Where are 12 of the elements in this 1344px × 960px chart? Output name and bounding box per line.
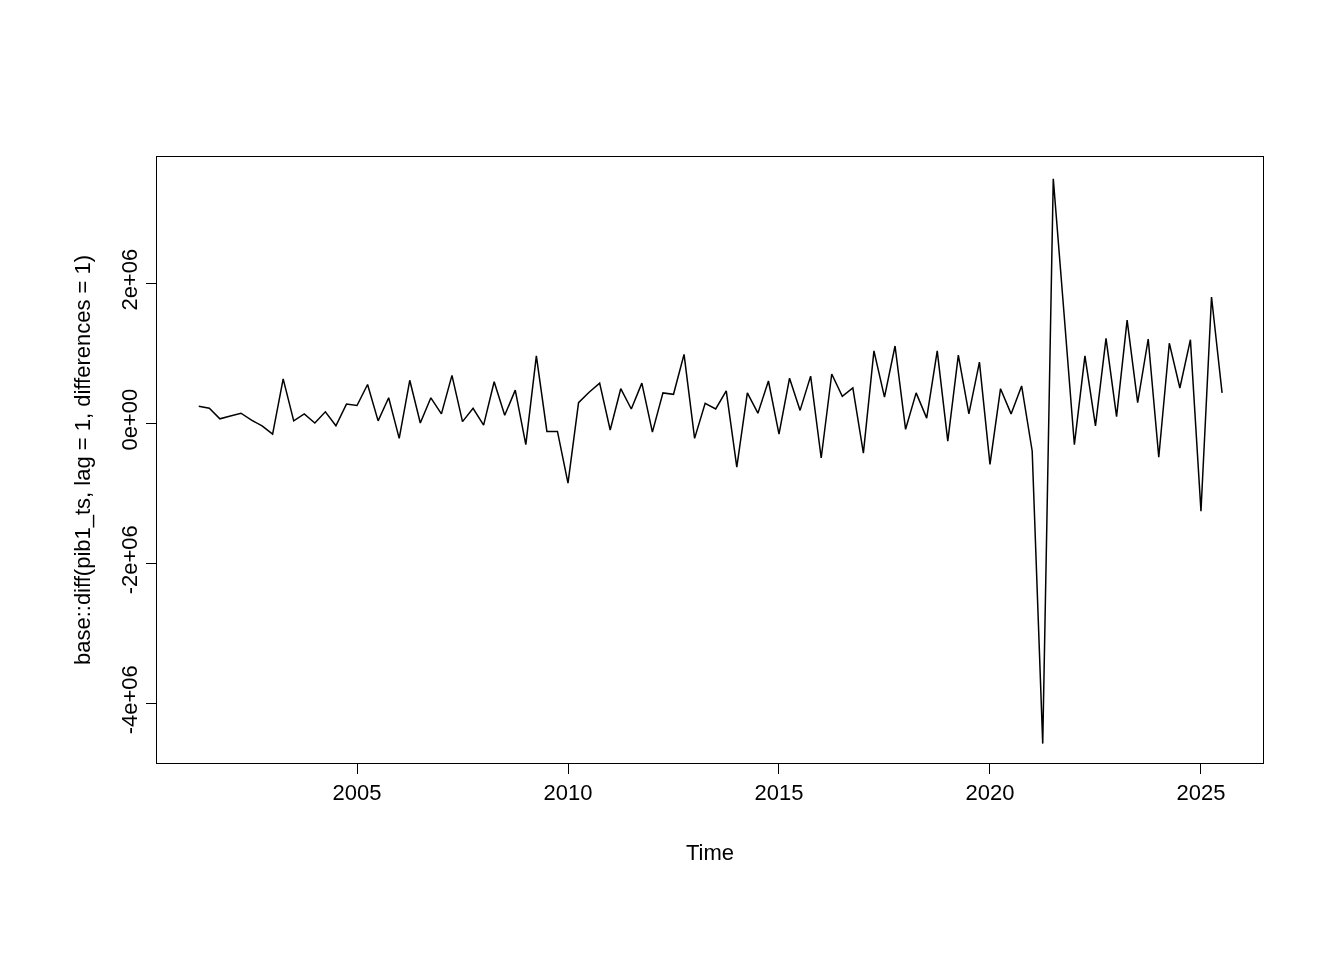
x-axis-title: Time: [685, 840, 735, 866]
line-series: [198, 177, 1223, 745]
y-tick-label: 0e+00: [117, 388, 143, 451]
y-axis-title: base::diff(pib1_ts, lag = 1, differences = 1): [70, 254, 95, 666]
x-tick-label: 2005: [332, 780, 382, 806]
x-tick-label: 2025: [1176, 780, 1226, 806]
x-tick-label: 2020: [965, 780, 1015, 806]
x-tick-label: 2015: [754, 780, 804, 806]
y-tick-label: -2e+06: [117, 525, 143, 595]
x-tick-label: 2010: [543, 780, 593, 806]
y-tick-label: -4e+06: [117, 665, 143, 735]
y-tick-label: 2e+06: [117, 248, 143, 311]
